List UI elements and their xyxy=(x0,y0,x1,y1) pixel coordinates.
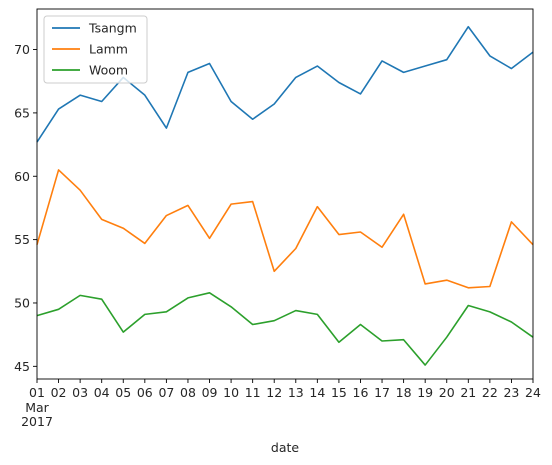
x-tick-label: 04 xyxy=(94,385,110,400)
y-tick-label: 60 xyxy=(14,169,30,184)
y-tick-label: 45 xyxy=(14,359,30,374)
x-tick-label: 23 xyxy=(503,385,519,400)
x-tick-label: 24 xyxy=(525,385,541,400)
x-tick-month-label: Mar xyxy=(25,400,49,415)
legend-entry-label: Lamm xyxy=(89,42,128,57)
x-tick-label: 12 xyxy=(266,385,282,400)
axes-frame xyxy=(36,8,534,380)
x-tick-label: 08 xyxy=(180,385,196,400)
x-tick-label: 09 xyxy=(202,385,218,400)
x-tick-year-label: 2017 xyxy=(21,414,53,429)
series-line-woom xyxy=(36,292,534,366)
y-tick-label: 70 xyxy=(14,42,30,57)
series-line-lamm xyxy=(36,169,534,289)
x-tick-label: 19 xyxy=(417,385,433,400)
x-axis-label: date xyxy=(271,440,299,455)
x-tick-label: 10 xyxy=(223,385,239,400)
x-tick-label: 22 xyxy=(482,385,498,400)
x-tick-label: 01 xyxy=(29,385,45,400)
legend-box xyxy=(43,15,148,84)
x-tick-label: 15 xyxy=(331,385,347,400)
x-axis: 01 02 03 04 05 06 07 08 09 10 11 12 13 14 15 16 17 18 19 20… xyxy=(29,379,541,400)
x-tick-label: 05 xyxy=(115,385,131,400)
x-tick-label: 21 xyxy=(460,385,476,400)
legend-entry-label: Tsangm xyxy=(88,21,137,36)
x-tick-label: 17 xyxy=(374,385,390,400)
x-tick-label: 03 xyxy=(72,385,88,400)
x-tick-label: 16 xyxy=(353,385,369,400)
x-tick-label: 06 xyxy=(137,385,153,400)
legend-entry-label: Woom xyxy=(89,63,128,78)
x-tick-label: 20 xyxy=(439,385,455,400)
y-axis: 45 50 55 60 65 70 xyxy=(14,42,37,374)
x-tick-label: 07 xyxy=(158,385,174,400)
y-tick-label: 65 xyxy=(14,105,30,120)
x-tick-label: 02 xyxy=(51,385,67,400)
x-tick-label: 14 xyxy=(309,385,325,400)
x-tick-label: 13 xyxy=(288,385,304,400)
x-tick-label: 11 xyxy=(245,385,261,400)
legend: Tsangm Lamm Woom xyxy=(43,15,148,84)
y-tick-label: 50 xyxy=(14,295,30,310)
x-tick-label: 18 xyxy=(396,385,412,400)
y-tick-label: 55 xyxy=(14,232,30,247)
